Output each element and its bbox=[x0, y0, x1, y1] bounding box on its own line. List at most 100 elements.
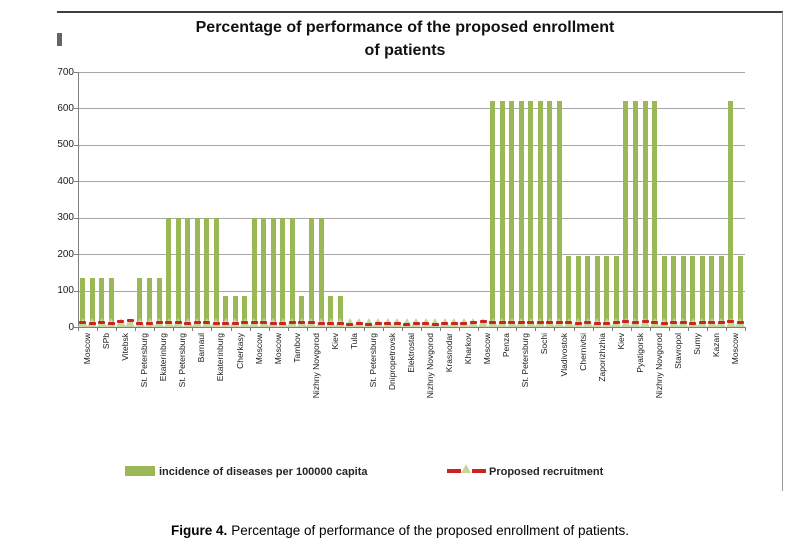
gridline bbox=[78, 144, 745, 146]
bar bbox=[261, 217, 267, 327]
legend-swatch-bar-series bbox=[125, 466, 155, 476]
line-dash-icon bbox=[622, 320, 630, 324]
y-axis-label: 500 bbox=[57, 139, 74, 151]
bar bbox=[308, 217, 314, 327]
x-axis-tick bbox=[725, 327, 727, 331]
x-axis-label: Zaporizhzhia bbox=[596, 333, 607, 382]
bar bbox=[547, 101, 553, 327]
bar bbox=[242, 296, 248, 327]
line-dash-icon bbox=[403, 322, 411, 326]
gridline bbox=[78, 254, 745, 256]
x-axis-tick bbox=[78, 327, 79, 331]
line-marker-triangle-icon bbox=[401, 318, 412, 327]
line-dash-icon bbox=[250, 320, 258, 324]
x-axis-tick bbox=[459, 327, 461, 331]
y-axis-tick bbox=[74, 72, 78, 73]
line-dash-icon bbox=[498, 321, 506, 325]
bar bbox=[213, 217, 219, 327]
line-dash-icon bbox=[469, 321, 477, 325]
x-axis-tick bbox=[573, 327, 575, 331]
y-axis-tick bbox=[74, 144, 78, 146]
line-dash-icon bbox=[527, 321, 535, 325]
x-axis-label: Cherkasy bbox=[234, 333, 245, 369]
line-dash-icon bbox=[260, 321, 268, 325]
bar bbox=[328, 296, 333, 327]
x-axis-label: Moscow bbox=[253, 333, 264, 365]
x-axis-tick bbox=[363, 327, 365, 331]
x-axis-tick bbox=[173, 327, 175, 331]
bar bbox=[575, 256, 581, 327]
line-dash-icon bbox=[460, 321, 468, 325]
line-dash-icon bbox=[441, 321, 449, 325]
line-dash-icon bbox=[279, 321, 287, 325]
line-marker-triangle-icon bbox=[125, 318, 136, 327]
x-axis-tick bbox=[306, 327, 308, 331]
bar bbox=[528, 101, 534, 327]
line-dash-icon bbox=[355, 321, 363, 325]
x-axis-label: Tula bbox=[348, 333, 359, 350]
x-axis-label: Barnaul bbox=[196, 333, 207, 363]
bar bbox=[518, 101, 524, 327]
x-axis-label: Nizhny Novgorod bbox=[653, 333, 664, 399]
x-axis-label: Dnipropetrovsk bbox=[386, 333, 397, 391]
bar bbox=[299, 296, 305, 327]
x-axis-tick bbox=[154, 327, 156, 331]
bar bbox=[137, 277, 143, 327]
bar bbox=[642, 101, 648, 327]
x-axis-tick bbox=[116, 327, 118, 331]
line-dash-icon bbox=[679, 321, 687, 325]
bar bbox=[652, 101, 657, 327]
x-axis-tick bbox=[268, 327, 270, 331]
x-axis-tick bbox=[192, 327, 194, 331]
bar bbox=[232, 296, 238, 327]
x-axis-tick bbox=[344, 327, 346, 331]
x-axis-label: Pyatigorsk bbox=[634, 333, 645, 373]
figure-caption: Figure 4. Percentage of performance of th… bbox=[0, 523, 800, 538]
line-dash-icon bbox=[612, 321, 620, 325]
y-axis-tick bbox=[74, 181, 78, 183]
line-dash-icon bbox=[698, 321, 706, 325]
x-axis-label: Kiev bbox=[329, 333, 340, 350]
line-dash-icon bbox=[508, 320, 516, 324]
x-axis-tick bbox=[440, 327, 442, 331]
y-axis-tick bbox=[74, 327, 78, 328]
line-dash-icon bbox=[412, 321, 420, 325]
y-axis-label: 700 bbox=[57, 66, 74, 78]
x-axis-tick bbox=[745, 327, 746, 331]
x-axis-tick bbox=[630, 327, 632, 331]
x-axis-label: Vladivostok bbox=[558, 333, 569, 377]
gridline bbox=[78, 108, 745, 110]
x-axis-label: St. Petersburg bbox=[367, 333, 378, 388]
x-axis-label: Nizhny Novgorod bbox=[425, 333, 436, 399]
x-axis-tick bbox=[516, 327, 518, 331]
line-marker-triangle-icon bbox=[363, 318, 374, 327]
gridline bbox=[78, 217, 745, 219]
line-dash-icon bbox=[689, 321, 697, 325]
legend-label-incidence: incidence of diseases per 100000 capita bbox=[159, 466, 368, 478]
bar bbox=[318, 217, 324, 327]
line-dash-icon bbox=[555, 320, 563, 324]
x-axis-label: Kiev bbox=[615, 333, 626, 350]
x-axis-tick bbox=[135, 327, 137, 331]
y-axis-tick bbox=[74, 254, 78, 256]
line-dash-icon bbox=[165, 320, 172, 324]
x-axis-label: Nizhny Novgorod bbox=[310, 333, 321, 399]
line-dash-icon bbox=[136, 321, 144, 325]
bar bbox=[108, 277, 114, 327]
bar bbox=[147, 277, 152, 327]
line-dash-icon bbox=[670, 320, 677, 324]
x-axis-tick bbox=[706, 327, 708, 331]
bar bbox=[80, 277, 86, 327]
y-axis-tick bbox=[74, 108, 78, 110]
bar bbox=[89, 277, 95, 327]
x-axis-label: Sochi bbox=[539, 333, 550, 355]
x-axis-line bbox=[78, 327, 745, 328]
line-dash-icon bbox=[574, 321, 582, 325]
chart-title: Percentage of performance of the propose… bbox=[40, 16, 770, 62]
line-dash-icon bbox=[422, 322, 430, 326]
gridline bbox=[78, 181, 745, 183]
x-axis-tick bbox=[230, 327, 232, 331]
x-axis-tick bbox=[211, 327, 213, 331]
x-axis-tick bbox=[478, 327, 480, 331]
